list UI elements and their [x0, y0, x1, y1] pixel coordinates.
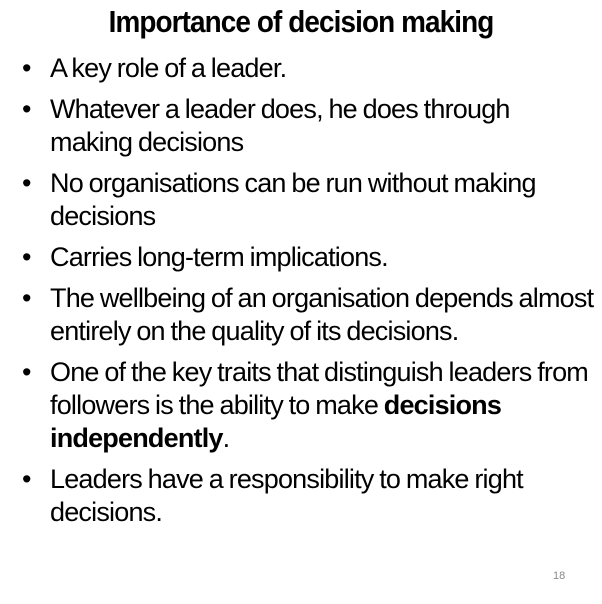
bullet-dot: • — [22, 53, 31, 83]
bullet-item: • The wellbeing of an organisation depen… — [22, 282, 597, 348]
bullet-text-after: . — [222, 423, 230, 453]
bullet-text-before: One of the key traits that distinguish l… — [50, 357, 589, 420]
bullet-dot: • — [22, 94, 31, 124]
bullet-dot: • — [22, 464, 31, 494]
bullet-text: The wellbeing of an organisation depends… — [50, 283, 594, 346]
bullet-text: Leaders have a responsibility to make ri… — [50, 464, 524, 527]
bullet-item: • Carries long-term implications. — [22, 241, 597, 274]
bullet-text: No organisations can be run without maki… — [50, 168, 537, 231]
bullet-text: Whatever a leader does, he does through … — [50, 94, 510, 157]
bullet-dot: • — [22, 283, 31, 313]
bullet-list: • A key role of a leader. • Whatever a l… — [22, 52, 597, 537]
bullet-text-bold: decisions independently — [50, 390, 502, 453]
bullet-text: Carries long-term implications. — [50, 242, 389, 272]
bullet-text: One of the key traits that distinguish l… — [50, 356, 597, 455]
bullet-dot: • — [22, 242, 31, 272]
bullet-dot: • — [22, 357, 31, 387]
bullet-item: • Whatever a leader does, he does throug… — [22, 93, 597, 159]
bullet-item: • Leaders have a responsibility to make … — [22, 463, 597, 529]
bullet-text: A key role of a leader. — [50, 53, 287, 83]
bullet-item: • One of the key traits that distinguish… — [22, 356, 597, 455]
bullet-dot: • — [22, 168, 31, 198]
page-number: 18 — [553, 570, 566, 582]
bullet-item: • A key role of a leader. — [22, 52, 597, 85]
bullet-item: • No organisations can be run without ma… — [22, 167, 597, 233]
slide-title: Importance of decision making — [108, 4, 495, 39]
